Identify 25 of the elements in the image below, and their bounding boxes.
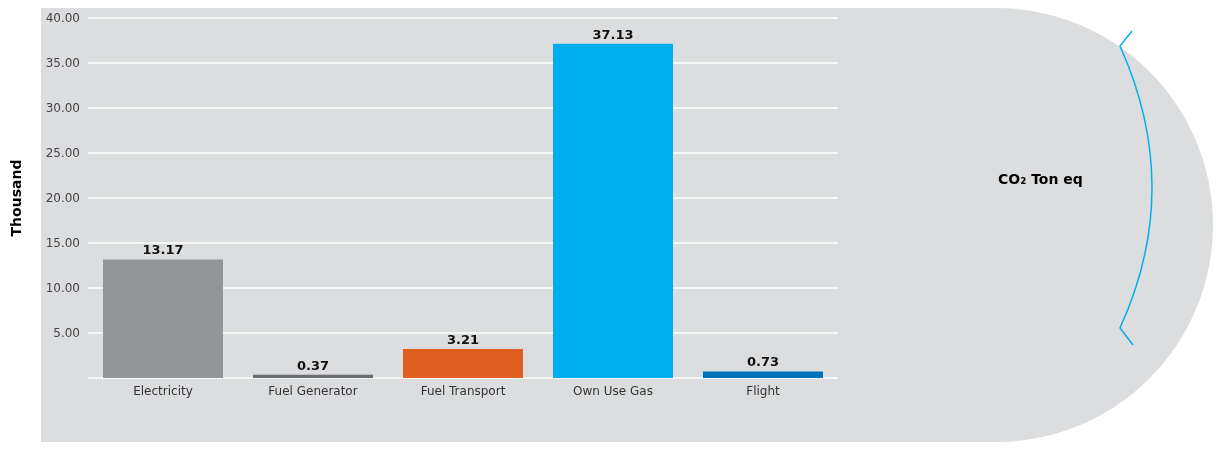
data-label: 37.13 <box>592 26 634 42</box>
y-tick-label: 40.00 <box>45 11 80 26</box>
y-tick-label: 20.00 <box>45 191 80 206</box>
bar <box>703 371 823 378</box>
y-axis-title: Thousand <box>7 159 24 237</box>
y-tick-label: 35.00 <box>45 56 80 71</box>
x-tick-label: Fuel Transport <box>420 383 506 398</box>
data-label: 0.73 <box>746 354 780 370</box>
y-tick-label: 25.00 <box>45 146 80 161</box>
data-label: 13.17 <box>142 242 184 258</box>
x-tick-label: Flight <box>746 383 781 398</box>
x-tick-label: Electricity <box>133 383 193 398</box>
bar <box>553 43 673 378</box>
data-label: 3.21 <box>446 332 480 348</box>
data-label: 0.37 <box>296 357 330 373</box>
text: CO₂ Ton eq <box>998 171 1083 187</box>
y-tick-label: 15.00 <box>45 236 80 251</box>
x-tick-label: Fuel Generator <box>268 383 358 398</box>
y-tick-label: 10.00 <box>45 281 80 296</box>
y-tick-label: 5.00 <box>53 326 80 341</box>
x-tick-label: Own Use Gas <box>573 383 653 398</box>
y-tick-label: 30.00 <box>45 101 80 116</box>
bar <box>403 349 523 378</box>
bar <box>253 374 373 378</box>
bar <box>103 259 223 378</box>
